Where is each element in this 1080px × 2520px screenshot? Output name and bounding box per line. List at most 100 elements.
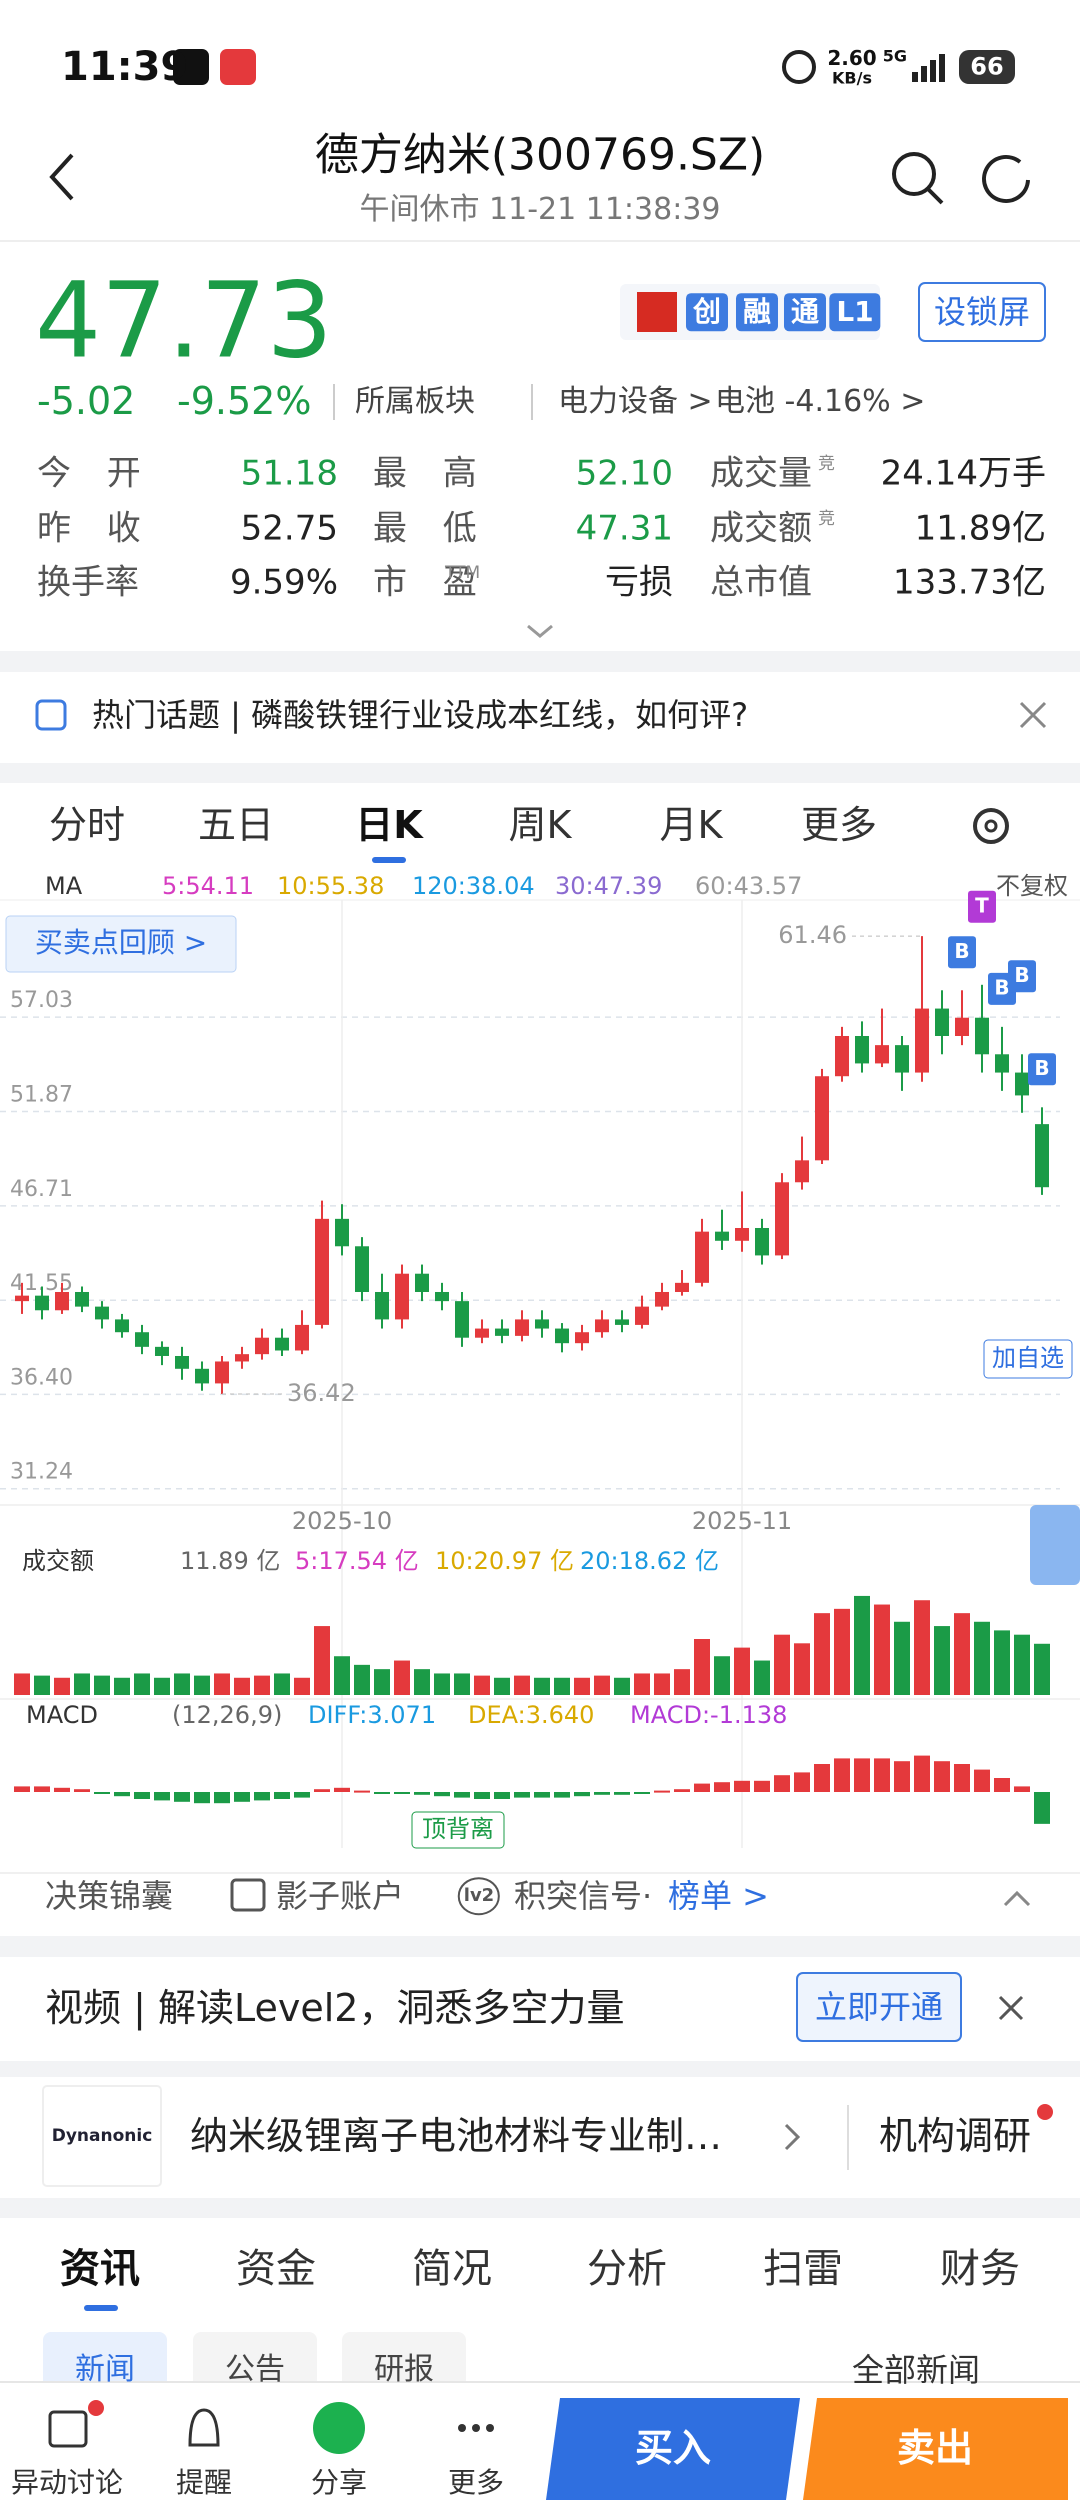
x-tick-label: 2025-10 (292, 1507, 392, 1535)
period-tab[interactable]: 更多 (800, 803, 878, 848)
chip-label[interactable]: 研报 (374, 2352, 434, 2387)
ma-legend-item: 30:47.39 (555, 872, 662, 900)
y-tick-label: 51.87 (10, 1083, 73, 1108)
volume-bar (154, 1677, 170, 1695)
period-tab[interactable]: 日K (355, 803, 423, 848)
tool-link[interactable]: 积突信号· (514, 1876, 653, 1915)
market-status: 午间休市 11-21 11:38:39 (359, 192, 721, 227)
bottom-nav-label[interactable]: 分享 (310, 2466, 368, 2500)
news-tab[interactable]: 分析 (587, 2246, 667, 2292)
buy-button[interactable] (546, 2398, 800, 2500)
notice-dot (1037, 2104, 1053, 2120)
battery-icon (959, 50, 1015, 84)
macd-bar (654, 1790, 670, 1793)
research-link[interactable]: 机构调研 (879, 2114, 1032, 2159)
open-button[interactable] (796, 1972, 962, 2042)
collapse-button[interactable] (1003, 1890, 1031, 1907)
tab-indicator (372, 857, 406, 863)
notice-dot (88, 2400, 104, 2416)
bell-icon[interactable] (188, 2408, 220, 2447)
settings-button[interactable] (973, 808, 1009, 844)
stat-value: 52.10 (575, 453, 673, 494)
volume-bar (314, 1626, 330, 1695)
news-tab[interactable]: 资金 (236, 2246, 316, 2292)
news-tab[interactable]: 财务 (940, 2246, 1020, 2292)
bottom-nav-label[interactable]: 更多 (447, 2466, 505, 2500)
macd-bar (514, 1792, 530, 1798)
bottom-nav-label[interactable]: 异动讨论 (10, 2466, 124, 2500)
news-filter[interactable]: 全部新闻 (852, 2350, 981, 2389)
hot-topic[interactable]: 热门话题 | 磷酸铁锂行业设成本红线，如何评? (92, 695, 749, 734)
lock-button[interactable] (918, 282, 1046, 342)
candle-body (595, 1319, 609, 1333)
macd-bar (534, 1792, 550, 1798)
volume-bar (294, 1677, 310, 1695)
buy-label[interactable]: 买入 (634, 2426, 712, 2471)
volume-bar (994, 1630, 1010, 1695)
rank-link[interactable]: 榜单 > (668, 1876, 769, 1915)
share-icon[interactable] (313, 2402, 365, 2454)
close-button[interactable] (998, 1995, 1024, 2021)
lock-button-label[interactable]: 设锁屏 (933, 292, 1031, 331)
volume-bar (54, 1677, 70, 1695)
candle-body (455, 1301, 469, 1338)
signal-label: B (1034, 1056, 1049, 1080)
refresh-button[interactable] (982, 154, 1030, 203)
news-tab[interactable]: 简况 (412, 2246, 492, 2292)
review-button-label: 买卖点回顾 > (35, 926, 207, 959)
volume-bar (794, 1643, 810, 1695)
close-button[interactable] (1019, 701, 1047, 729)
watch-button (983, 1339, 1073, 1379)
tool-link[interactable]: 影子账户 (276, 1876, 405, 1915)
candle-body (315, 1218, 329, 1325)
sub-sector[interactable]: 电池 -4.16% > (715, 384, 926, 419)
more-icon[interactable] (458, 2424, 494, 2432)
sector[interactable]: 电力设备 > (558, 384, 713, 419)
sell-button[interactable] (803, 2398, 1068, 2500)
chip[interactable] (342, 2332, 466, 2392)
chip[interactable] (43, 2332, 167, 2392)
bottom-nav-label[interactable]: 提醒 (175, 2466, 233, 2500)
net-speed-unit: KB/s (832, 68, 872, 88)
candle-body (495, 1328, 509, 1336)
badge: 融 (735, 293, 779, 331)
tool-link[interactable]: 决策锦囊 (45, 1876, 174, 1915)
macd-bar (794, 1772, 810, 1792)
discuss-icon[interactable] (48, 2410, 88, 2448)
company-intro[interactable]: 纳米级锂离子电池材料专业制… (190, 2114, 723, 2159)
candle-body (415, 1273, 429, 1292)
macd-bar (554, 1792, 570, 1798)
candle-body (675, 1282, 689, 1292)
period-tab[interactable]: 月K (659, 803, 723, 848)
ma-legend-item: 120:38.04 (412, 872, 535, 900)
news-tab[interactable]: 资讯 (60, 2246, 140, 2292)
chevron[interactable] (784, 2123, 801, 2151)
stat-value: 9.59% (229, 562, 338, 603)
search-button[interactable] (892, 152, 936, 196)
back-button[interactable] (49, 153, 74, 201)
macd-bar (114, 1792, 130, 1797)
news-tab[interactable]: 扫雷 (763, 2246, 843, 2292)
period-tab[interactable]: 五日 (197, 803, 275, 848)
promo-text[interactable]: 视频 | 解读Level2，洞悉多空力量 (45, 1986, 625, 2031)
chip-label[interactable]: 新闻 (75, 2352, 135, 2387)
chip[interactable] (193, 2332, 317, 2392)
expand-icon[interactable] (527, 624, 553, 638)
chip-label[interactable]: 公告 (225, 2352, 285, 2387)
volume-bar (814, 1613, 830, 1695)
volume-bar (694, 1639, 710, 1695)
period-tab[interactable]: 分时 (48, 803, 126, 848)
candle-body (295, 1324, 309, 1351)
candle-body (435, 1291, 449, 1302)
macd-bar (334, 1787, 350, 1792)
clock: 11:39 (61, 44, 189, 90)
open-button-label[interactable]: 立即开通 (814, 1987, 944, 2026)
volume-bar (634, 1673, 650, 1695)
signal-label: B (954, 939, 969, 963)
candle-body (895, 1045, 909, 1073)
period-tab[interactable]: 周K (508, 803, 572, 848)
candle-body (195, 1368, 209, 1384)
sell-label[interactable]: 卖出 (896, 2426, 974, 2471)
sector-label[interactable]: 所属板块 (355, 384, 475, 419)
